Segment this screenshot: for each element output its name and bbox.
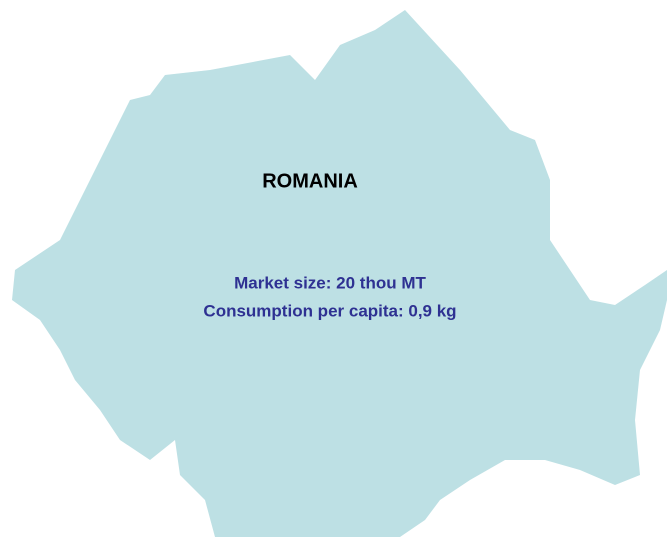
market-size: Market size: 20 thou MT xyxy=(234,273,426,292)
country-shape xyxy=(12,10,667,537)
consumption: Consumption per capita: 0,9 kg xyxy=(203,301,456,320)
region-label: ROMANIA xyxy=(262,170,358,192)
